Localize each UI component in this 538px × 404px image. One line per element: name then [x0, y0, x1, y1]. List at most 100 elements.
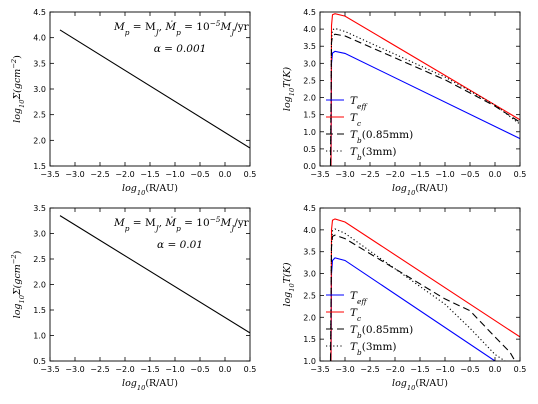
- y-tick-label: 2.0: [303, 313, 316, 322]
- y-tick-label: 4.0: [33, 34, 46, 43]
- y-tick-label: 3.5: [33, 204, 46, 213]
- x-tick-label: −3.5: [310, 365, 329, 374]
- y-tick-label: 2.0: [303, 94, 316, 103]
- series-line-tc: [330, 218, 520, 361]
- y-tick-label: 2.5: [303, 291, 316, 300]
- x-axis-label: log10(R/AU): [392, 378, 448, 392]
- y-tick-label: 1.0: [303, 128, 316, 137]
- legend-label: Tb(3mm): [350, 146, 397, 162]
- y-tick-label: 3.5: [303, 248, 316, 257]
- x-tick-label: 0.0: [219, 365, 232, 374]
- x-tick-label: −2.0: [385, 170, 404, 179]
- x-tick-label: −1.0: [165, 365, 184, 374]
- x-tick-label: −2.5: [360, 365, 379, 374]
- y-tick-label: 1.5: [33, 306, 46, 315]
- x-tick-label: −0.5: [460, 365, 479, 374]
- y-tick-label: 3.5: [33, 59, 46, 68]
- y-tick-label: 3.0: [33, 230, 46, 239]
- legend-label: Tc: [350, 307, 361, 323]
- x-tick-label: −2.5: [90, 365, 109, 374]
- legend-label: Teff: [350, 290, 368, 306]
- series-line-tb-3mm-: [329, 228, 506, 361]
- axes-frame: [49, 207, 251, 362]
- series-group: [329, 218, 520, 361]
- y-tick-label: 2.0: [33, 136, 46, 145]
- series-group: [59, 215, 250, 334]
- x-tick-label: −3.5: [40, 170, 59, 179]
- x-tick-label: −3.0: [65, 170, 84, 179]
- x-tick-label: 0.5: [514, 365, 527, 374]
- x-tick-label: −2.0: [115, 365, 134, 374]
- y-tick-label: 4.5: [33, 8, 46, 17]
- x-tick-label: 0.5: [244, 365, 257, 374]
- x-axis-label: log10(R/AU): [122, 183, 178, 197]
- annotation-1: Mp = MJ, Ṁp = 10−5MJ/yr: [113, 19, 250, 37]
- y-tick-label: 3.5: [303, 42, 316, 51]
- x-tick-label: 0.5: [244, 170, 257, 179]
- legend-label: Tb(3mm): [350, 341, 397, 357]
- x-tick-label: −1.0: [435, 170, 454, 179]
- x-tick-label: −0.5: [190, 365, 209, 374]
- y-tick-label: 0.0: [303, 162, 316, 171]
- x-tick-label: 0.5: [514, 170, 527, 179]
- x-axis-label: log10(R/AU): [122, 378, 178, 392]
- x-tick-label: −3.0: [335, 365, 354, 374]
- chart-panel-3: −3.5 −3.0 −2.5 −2.0 −1.5 −1.0 −0.5 0.0 0.5 0.5 1.0…: [10, 204, 256, 392]
- x-tick-label: −1.5: [410, 170, 429, 179]
- axes-frame: [319, 11, 521, 167]
- x-tick-label: −3.5: [310, 170, 329, 179]
- y-tick-label: 3.0: [303, 59, 316, 68]
- y-tick-label: 0.5: [33, 357, 46, 366]
- chart-panel-2: −3.5 −3.0 −2.5 −2.0 −1.5 −1.0 −0.5 0.0 0.5 0.0 0.5…: [282, 8, 526, 197]
- x-tick-label: 0.0: [219, 170, 232, 179]
- x-tick-label: −3.5: [40, 365, 59, 374]
- x-tick-label: 0.0: [489, 170, 502, 179]
- y-tick-label: 1.5: [33, 162, 46, 171]
- axes-frame: [49, 11, 251, 167]
- y-tick-label: 4.5: [303, 8, 316, 17]
- legend-label: Tc: [350, 112, 361, 128]
- chart-panel-4: −3.5 −3.0 −2.5 −2.0 −1.5 −1.0 −0.5 0.0 0.5 1.0 1.5…: [282, 204, 526, 392]
- x-tick-label: −1.0: [435, 365, 454, 374]
- x-tick-label: −2.5: [90, 170, 109, 179]
- legend-label: Tb(0.85mm): [350, 129, 413, 145]
- y-tick-label: 2.0: [33, 281, 46, 290]
- annotation-2: α = 0.01: [157, 239, 203, 251]
- x-tick-label: −2.0: [115, 170, 134, 179]
- y-tick-label: 4.0: [303, 226, 316, 235]
- y-tick-label: 2.5: [33, 255, 46, 264]
- axes-frame: [319, 207, 521, 362]
- legend-label: Tb(0.85mm): [350, 324, 413, 340]
- y-tick-label: 0.5: [303, 145, 316, 154]
- x-axis-label: log10(R/AU): [392, 183, 448, 197]
- legend-label: Teff: [350, 95, 368, 111]
- x-tick-label: −0.5: [460, 170, 479, 179]
- y-tick-label: 1.5: [303, 111, 316, 120]
- y-tick-label: 2.5: [303, 76, 316, 85]
- x-tick-label: −2.0: [385, 365, 404, 374]
- y-tick-label: 3.0: [303, 270, 316, 279]
- y-tick-label: 4.5: [303, 204, 316, 213]
- y-tick-label: 2.5: [33, 111, 46, 120]
- x-tick-label: −3.0: [335, 170, 354, 179]
- x-tick-label: −1.0: [165, 170, 184, 179]
- y-axis-label: log10Σ(gcm−2): [10, 55, 26, 123]
- y-axis-label: log10Σ(gcm−2): [10, 251, 26, 319]
- y-tick-label: 1.0: [303, 357, 316, 366]
- x-tick-label: −1.5: [410, 365, 429, 374]
- chart-panel-1: −3.5 −3.0 −2.5 −2.0 −1.5 −1.0 −0.5 0.0 0.5 1.5 2.0…: [10, 8, 256, 197]
- y-tick-label: 3.0: [33, 85, 46, 94]
- y-tick-label: 1.5: [303, 335, 316, 344]
- annotation-2: α = 0.001: [154, 43, 207, 55]
- x-tick-label: −1.5: [140, 365, 159, 374]
- x-tick-label: −3.0: [65, 365, 84, 374]
- x-tick-label: −0.5: [190, 170, 209, 179]
- y-axis-label: log10T(K): [282, 262, 296, 306]
- x-tick-label: 0.0: [489, 365, 502, 374]
- series-group: [59, 29, 250, 149]
- y-tick-label: 4.0: [303, 25, 316, 34]
- x-tick-label: −2.5: [360, 170, 379, 179]
